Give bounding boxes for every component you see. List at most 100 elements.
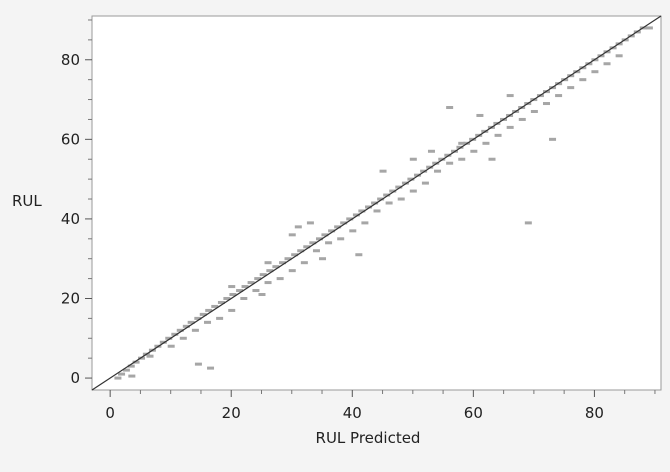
data-point (355, 253, 363, 257)
data-point (524, 221, 532, 225)
data-point (118, 372, 126, 376)
data-point (494, 133, 502, 137)
y-tick-label: 60 (61, 130, 80, 148)
data-point (421, 181, 429, 185)
data-point (236, 289, 244, 293)
x-tick-label: 80 (585, 404, 604, 422)
data-point (482, 141, 490, 145)
data-point (444, 153, 452, 157)
data-point (397, 197, 405, 201)
data-point (446, 161, 454, 165)
data-point (291, 253, 299, 257)
data-point (409, 189, 417, 193)
data-point (279, 261, 287, 265)
data-point (456, 145, 464, 149)
data-point (306, 221, 314, 225)
data-point (365, 205, 373, 209)
data-point (383, 193, 391, 197)
data-point (315, 237, 323, 241)
data-point (300, 261, 308, 265)
data-point (506, 125, 514, 129)
data-point (182, 324, 190, 328)
data-point (506, 94, 514, 98)
data-point (171, 332, 179, 336)
data-point (309, 241, 317, 245)
data-point (373, 209, 381, 213)
data-point (264, 261, 272, 265)
data-point (272, 265, 280, 269)
data-point (409, 157, 417, 161)
reference-line (91, 15, 662, 391)
data-point (259, 273, 267, 277)
data-point (284, 257, 292, 261)
data-point (258, 293, 266, 297)
data-point (385, 201, 393, 205)
y-tick-label: 80 (61, 51, 80, 69)
data-point (476, 113, 484, 117)
x-tick-label: 60 (464, 404, 483, 422)
x-axis-label: RUL Predicted (316, 429, 421, 447)
data-point (438, 157, 446, 161)
data-point (199, 312, 207, 316)
data-point (207, 366, 215, 370)
data-point (228, 308, 236, 312)
data-point (205, 308, 213, 312)
data-point (223, 296, 231, 300)
data-point (303, 245, 311, 249)
data-point (297, 249, 305, 253)
data-point (176, 328, 184, 332)
data-point (458, 157, 466, 161)
data-point (240, 296, 248, 300)
x-axis-ticks: 0 20 40 60 80 (105, 390, 604, 422)
x-tick-label: 0 (105, 404, 115, 422)
data-point (427, 149, 435, 153)
data-point (294, 225, 302, 229)
data-point (567, 86, 575, 90)
data-point (167, 344, 175, 348)
data-point (146, 354, 154, 358)
data-point (247, 281, 255, 285)
data-point (228, 285, 236, 289)
data-point (321, 233, 329, 237)
y-tick-label: 40 (61, 210, 80, 228)
data-point (288, 233, 296, 237)
data-point (361, 221, 369, 225)
x-tick-label: 20 (222, 404, 241, 422)
data-point (204, 320, 212, 324)
data-point (254, 277, 262, 281)
data-point (179, 336, 187, 340)
data-point (276, 277, 284, 281)
data-point (216, 316, 224, 320)
data-point (530, 109, 538, 113)
data-point (138, 356, 146, 360)
data-point (395, 185, 403, 189)
data-point (458, 141, 466, 145)
data-point (603, 62, 611, 66)
data-point (377, 197, 385, 201)
y-axis-ticks: 0 20 40 60 80 (61, 51, 92, 387)
data-point (159, 340, 167, 344)
data-point (194, 316, 202, 320)
data-point (337, 237, 345, 241)
data-point (312, 249, 320, 253)
data-point (432, 161, 440, 165)
data-point (241, 285, 249, 289)
data-point (426, 165, 434, 169)
data-point (434, 169, 442, 173)
data-point (217, 300, 225, 304)
data-point (114, 376, 122, 380)
data-point (319, 257, 327, 261)
y-tick-label: 20 (61, 289, 80, 307)
data-point (446, 106, 454, 110)
data-point (420, 169, 428, 173)
data-point (518, 117, 526, 121)
y-tick-label: 0 (70, 369, 80, 387)
data-point (358, 209, 366, 213)
data-point (346, 217, 354, 221)
data-point (407, 177, 415, 181)
data-point (252, 289, 260, 293)
data-point (132, 360, 140, 364)
data-point (191, 328, 199, 332)
data-point (211, 304, 219, 308)
